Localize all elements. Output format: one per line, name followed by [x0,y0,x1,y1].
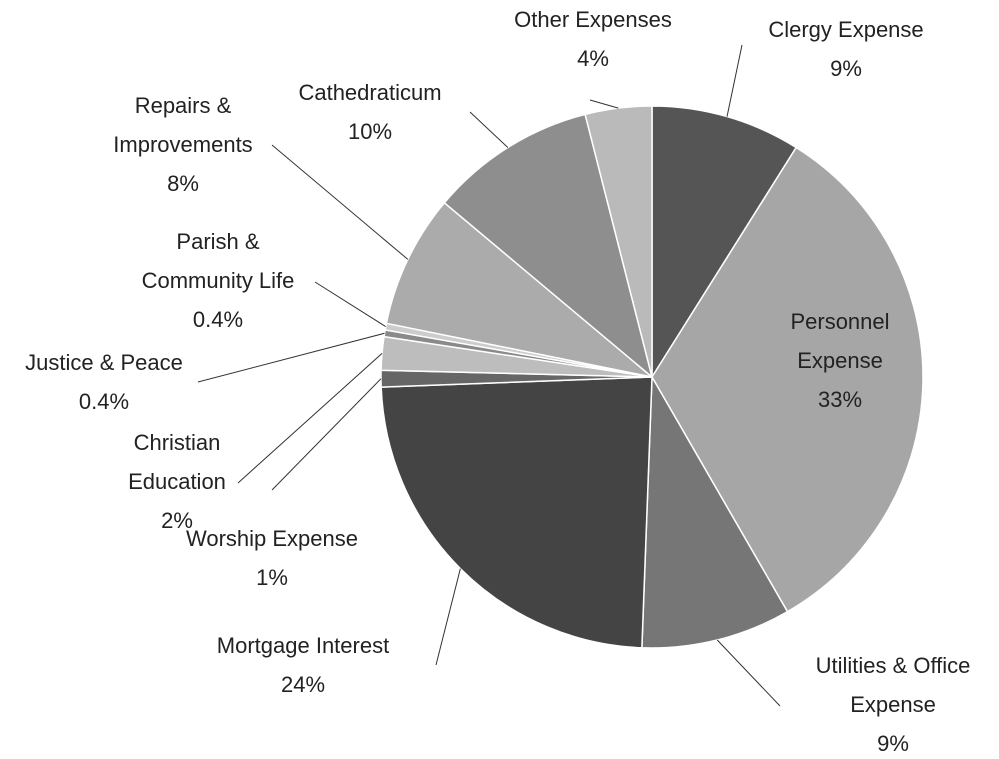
leader-line [435,568,461,666]
leader-line [197,332,385,383]
pie-slice [380,376,653,649]
value-label: 33% [817,387,863,412]
leader-line [314,281,386,328]
slice-label: Cathedraticum 10% [260,73,480,151]
slice-label: Other Expenses 4% [483,0,703,78]
slice-label: Utilities & Office Expense 9% [786,646,999,759]
pie-slice [651,146,924,613]
pie-slice [651,105,798,380]
slice-label: Parish & Community Life 0.4% [123,222,313,339]
category-label: Justice & Peace [25,350,183,375]
slice-label: Repairs & Improvements 8% [91,86,276,203]
slice-label: Mortgage Interest 24% [173,626,433,704]
slice-label: Clergy Expense 9% [716,10,976,88]
category-label: Worship Expense [185,526,358,551]
leader-line [271,378,382,491]
value-label: 1% [256,565,288,590]
slice-label: Christian Education 2% [112,423,242,540]
slice-label: Worship Expense 1% [142,519,402,597]
leader-line [716,639,781,707]
category-label: Personnel Expense [790,309,890,373]
pie-slice [385,201,653,378]
value-label: 0.4% [192,307,244,332]
category-label: Parish & Community Life [141,229,295,293]
value-label: 10% [347,119,393,144]
category-label: Repairs & Improvements [113,93,253,157]
category-label: Cathedraticum [298,80,442,105]
pie-slice [584,105,653,378]
value-label: 8% [167,171,199,196]
value-label: 9% [877,731,909,756]
category-label: Christian Education [128,430,226,494]
leader-line [726,44,743,117]
value-label: 24% [280,672,326,697]
leader-line [271,144,409,260]
category-label: Other Expenses [514,7,672,32]
pie-slice [443,113,654,380]
leader-line [589,99,619,109]
leader-line [237,353,383,484]
category-label: Utilities & Office Expense [815,653,971,717]
value-label: 2% [161,508,193,533]
pie-slice [641,374,789,649]
slice-label: Justice & Peace 0.4% [0,343,214,421]
leader-line [469,111,509,148]
value-label: 4% [577,46,609,71]
category-label: Clergy Expense [768,17,924,42]
value-label: 0.4% [78,389,130,414]
value-label: 9% [830,56,862,81]
category-label: Mortgage Interest [216,633,390,658]
slice-label: Personnel Expense 33% [765,302,915,419]
